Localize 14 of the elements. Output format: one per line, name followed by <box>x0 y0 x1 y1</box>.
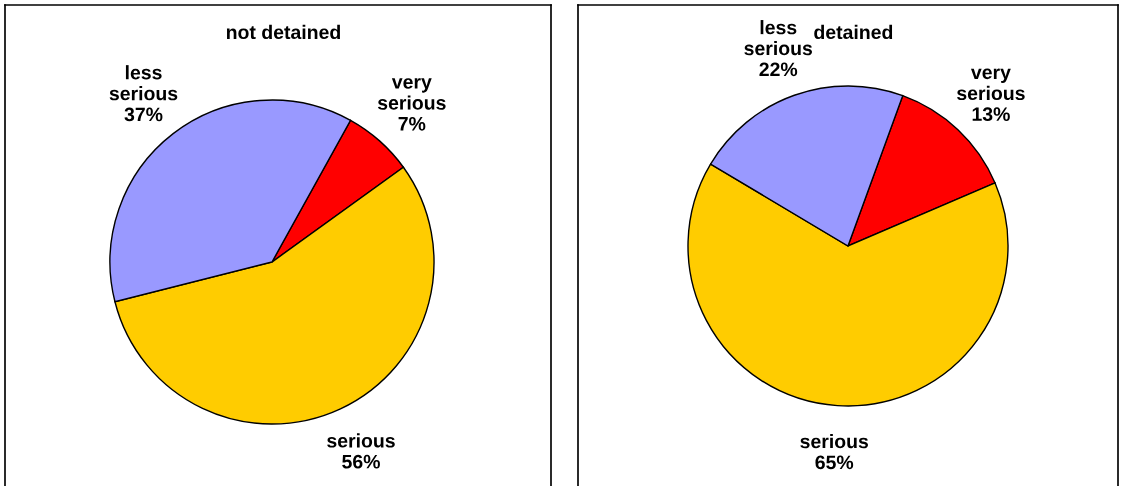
slice-label: serious <box>800 434 868 449</box>
slice-label: very serious <box>377 78 446 110</box>
data-label: 37% <box>124 107 163 122</box>
slice-label: serious <box>327 433 395 448</box>
data-label: 7% <box>398 116 426 131</box>
slice-label: less serious <box>109 65 178 101</box>
slice-label: very serious <box>957 68 1025 101</box>
data-label: 56% <box>342 454 380 469</box>
chart-title: detained <box>814 24 893 40</box>
data-label: 22% <box>759 62 798 77</box>
data-label: 65% <box>815 455 854 470</box>
data-label: 13% <box>972 107 1010 122</box>
chart-title: not detained <box>226 24 340 40</box>
slice-label: less serious <box>744 20 813 56</box>
